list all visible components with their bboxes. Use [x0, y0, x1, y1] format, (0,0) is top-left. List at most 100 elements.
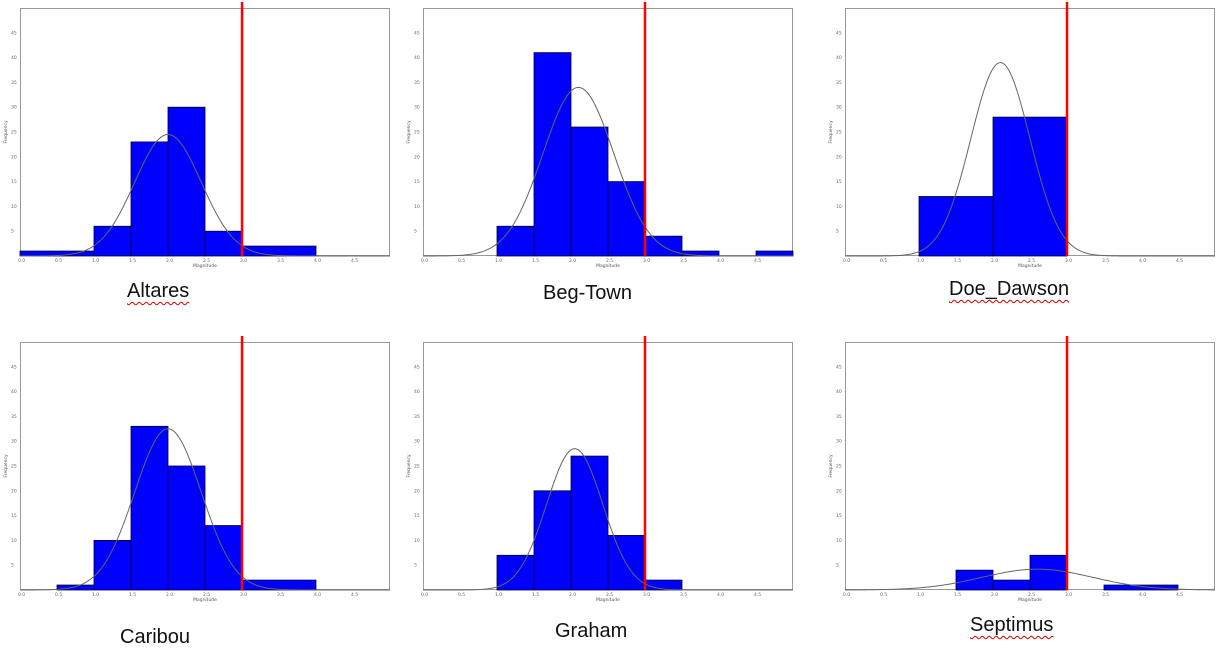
x-tick-label: 1.5: [532, 258, 539, 264]
x-tick-label: 0.0: [843, 258, 850, 264]
y-tick-label: 40: [836, 55, 842, 61]
y-tick-label: 45: [11, 30, 17, 36]
x-tick-label: 2.0: [991, 258, 998, 264]
y-axis-title: Frequency: [406, 454, 412, 478]
panel-beg-town: 5 10 15 20 25 30 35 40 45 0.0 0.5 1.0 1.5 2.0 2.5 3.0 3.…: [406, 2, 794, 269]
normal-curve: [845, 62, 1215, 257]
y-tick-label: 10: [11, 538, 17, 544]
caption-beg-town-text: Beg-Town: [543, 282, 632, 304]
x-axis-title: Magnitude: [193, 597, 217, 603]
histogram-bar: [644, 579, 683, 591]
y-tick-label: 30: [11, 439, 17, 445]
x-tick-label: 4.5: [351, 592, 358, 598]
caption-graham-text: Graham: [555, 620, 628, 642]
y-tick-label: 20: [11, 154, 17, 160]
y-tick-label: 5: [11, 563, 14, 569]
y-tick-label: 5: [836, 563, 839, 569]
y-tick-label: 30: [836, 439, 842, 445]
y-tick-label: 20: [414, 154, 420, 160]
x-tick-label: 3.5: [277, 592, 284, 598]
x-axis-title: Magnitude: [596, 263, 620, 269]
y-tick-label: 40: [11, 55, 17, 61]
x-tick-label: 3.5: [680, 258, 687, 264]
x-tick-label: 4.0: [1139, 592, 1146, 598]
caption-septimus: Septimus: [970, 614, 1053, 637]
x-tick-label: 1.0: [917, 258, 924, 264]
x-tick-label: 0.0: [421, 592, 428, 598]
y-tick-label: 30: [11, 105, 17, 111]
x-tick-label: 1.5: [954, 258, 961, 264]
normal-curve: [20, 133, 390, 257]
x-tick-label: 4.0: [1139, 258, 1146, 264]
caption-septimus-text: Septimus: [970, 614, 1054, 636]
x-axis-title: Magnitude: [1018, 263, 1042, 269]
histogram-bar: [204, 525, 243, 591]
y-tick-label: 30: [836, 105, 842, 111]
y-tick-label: 20: [11, 488, 17, 494]
x-tick-label: 4.0: [314, 592, 321, 598]
x-tick-label: 3.5: [680, 592, 687, 598]
y-tick-label: 20: [414, 488, 420, 494]
x-tick-label: 0.0: [18, 592, 25, 598]
y-tick-label: 25: [11, 130, 17, 136]
y-tick-label: 5: [414, 563, 417, 569]
histogram-bar: [607, 181, 646, 257]
histogram-bar: [241, 579, 317, 591]
y-tick-label: 20: [836, 154, 842, 160]
caption-caribou-text: Caribou: [120, 626, 191, 648]
x-tick-label: 1.0: [495, 592, 502, 598]
x-tick-label: 4.0: [717, 258, 724, 264]
y-tick-label: 40: [11, 389, 17, 395]
y-tick-label: 15: [836, 513, 842, 519]
y-tick-label: 5: [414, 229, 417, 235]
x-tick-label: 0.5: [55, 258, 62, 264]
histogram-bar: [1029, 554, 1068, 591]
histogram-bar: [607, 535, 646, 591]
y-tick-label: 45: [414, 30, 420, 36]
x-tick-label: 3.0: [240, 592, 247, 598]
histogram-bar: [130, 425, 169, 591]
panel-caribou: 5 10 15 20 25 30 35 40 45 0.0 0.5 1.0 1.5 2.0 2.5 3.0 3.…: [3, 336, 390, 603]
histogram-caribou: 5 10 15 20 25 30 35 40 45 0.0 0.5 1.0 1.5 2.0 2.5 3.0 3.…: [3, 336, 390, 603]
x-tick-label: 3.5: [1102, 592, 1109, 598]
x-tick-label: 1.0: [92, 258, 99, 264]
histogram-bar: [918, 196, 994, 257]
histogram-bar: [130, 141, 169, 257]
x-tick-label: 1.5: [954, 592, 961, 598]
x-tick-label: 1.5: [129, 258, 136, 264]
y-tick-label: 35: [11, 80, 17, 86]
y-tick-label: 25: [11, 464, 17, 470]
histogram-graham: 5 10 15 20 25 30 35 40 45 0.0 0.5 1.0 1.5 2.0 2.5 3.0 3.…: [406, 336, 793, 603]
histogram-bar: [167, 465, 206, 591]
histogram-bar: [533, 490, 572, 591]
x-tick-label: 3.0: [643, 592, 650, 598]
x-tick-label: 3.0: [1065, 592, 1072, 598]
histogram-bar: [533, 52, 572, 257]
x-tick-label: 2.5: [606, 258, 613, 264]
x-tick-label: 4.5: [754, 258, 761, 264]
x-tick-label: 0.5: [55, 592, 62, 598]
y-tick-label: 40: [414, 389, 420, 395]
histogram-bar: [570, 126, 609, 257]
y-tick-label: 5: [11, 229, 14, 235]
histogram-bar: [955, 569, 994, 591]
x-tick-label: 4.5: [351, 258, 358, 264]
y-axis-title: Frequency: [406, 120, 412, 144]
histogram-bar: [496, 225, 535, 257]
caption-altares-text: Altares: [127, 280, 190, 302]
histogram-bar: [1103, 584, 1179, 591]
x-tick-label: 2.0: [569, 258, 576, 264]
y-tick-label: 15: [836, 179, 842, 185]
histogram-bar: [93, 539, 132, 591]
panel-doe-dawson: 5 10 15 20 25 30 35 40 45 0.0 0.5 1.0 1.5 2.0 2.5 3.0 3.…: [828, 2, 1215, 269]
panel-graham: 5 10 15 20 25 30 35 40 45 0.0 0.5 1.0 1.5 2.0 2.5 3.0 3.…: [406, 336, 793, 603]
y-tick-label: 15: [414, 179, 420, 185]
normal-curve: [844, 568, 1216, 591]
x-tick-label: 0.5: [458, 258, 465, 264]
y-tick-label: 35: [414, 414, 420, 420]
y-tick-label: 40: [836, 389, 842, 395]
y-tick-label: 25: [836, 464, 842, 470]
x-tick-label: 0.0: [18, 258, 25, 264]
y-tick-label: 15: [414, 513, 420, 519]
histogram-altares: 5 10 15 20 25 30 35 40 45 0.0 0.5 1.0 1.5 2.0 2.5 3.0 3.…: [3, 2, 390, 269]
